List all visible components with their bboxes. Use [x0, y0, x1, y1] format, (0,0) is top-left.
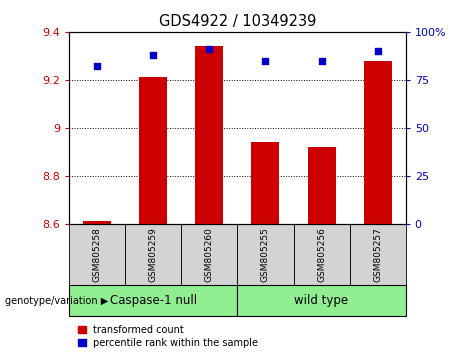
Bar	[125, 224, 181, 285]
Bar	[69, 285, 237, 316]
Bar	[364, 61, 392, 224]
Bar	[139, 78, 167, 224]
Bar	[294, 224, 349, 285]
Bar	[69, 224, 125, 285]
Text: GSM805256: GSM805256	[317, 227, 326, 282]
Bar	[181, 224, 237, 285]
Bar	[237, 285, 406, 316]
Point	[149, 52, 157, 58]
Bar	[349, 224, 406, 285]
Bar	[195, 46, 224, 224]
Text: GSM805258: GSM805258	[93, 227, 102, 282]
Title: GDS4922 / 10349239: GDS4922 / 10349239	[159, 14, 316, 29]
Point	[374, 48, 381, 54]
Bar	[251, 142, 279, 224]
Point	[206, 46, 213, 52]
Text: GSM805259: GSM805259	[149, 227, 158, 282]
Text: GSM805255: GSM805255	[261, 227, 270, 282]
Bar	[237, 224, 294, 285]
Legend: transformed count, percentile rank within the sample: transformed count, percentile rank withi…	[74, 321, 262, 352]
Text: GSM805260: GSM805260	[205, 227, 214, 282]
Text: GSM805257: GSM805257	[373, 227, 382, 282]
Point	[318, 58, 325, 63]
Text: Caspase-1 null: Caspase-1 null	[110, 294, 197, 307]
Bar	[83, 221, 111, 224]
Text: genotype/variation ▶: genotype/variation ▶	[5, 296, 108, 306]
Point	[94, 64, 101, 69]
Bar	[307, 147, 336, 224]
Point	[262, 58, 269, 63]
Text: wild type: wild type	[295, 294, 349, 307]
